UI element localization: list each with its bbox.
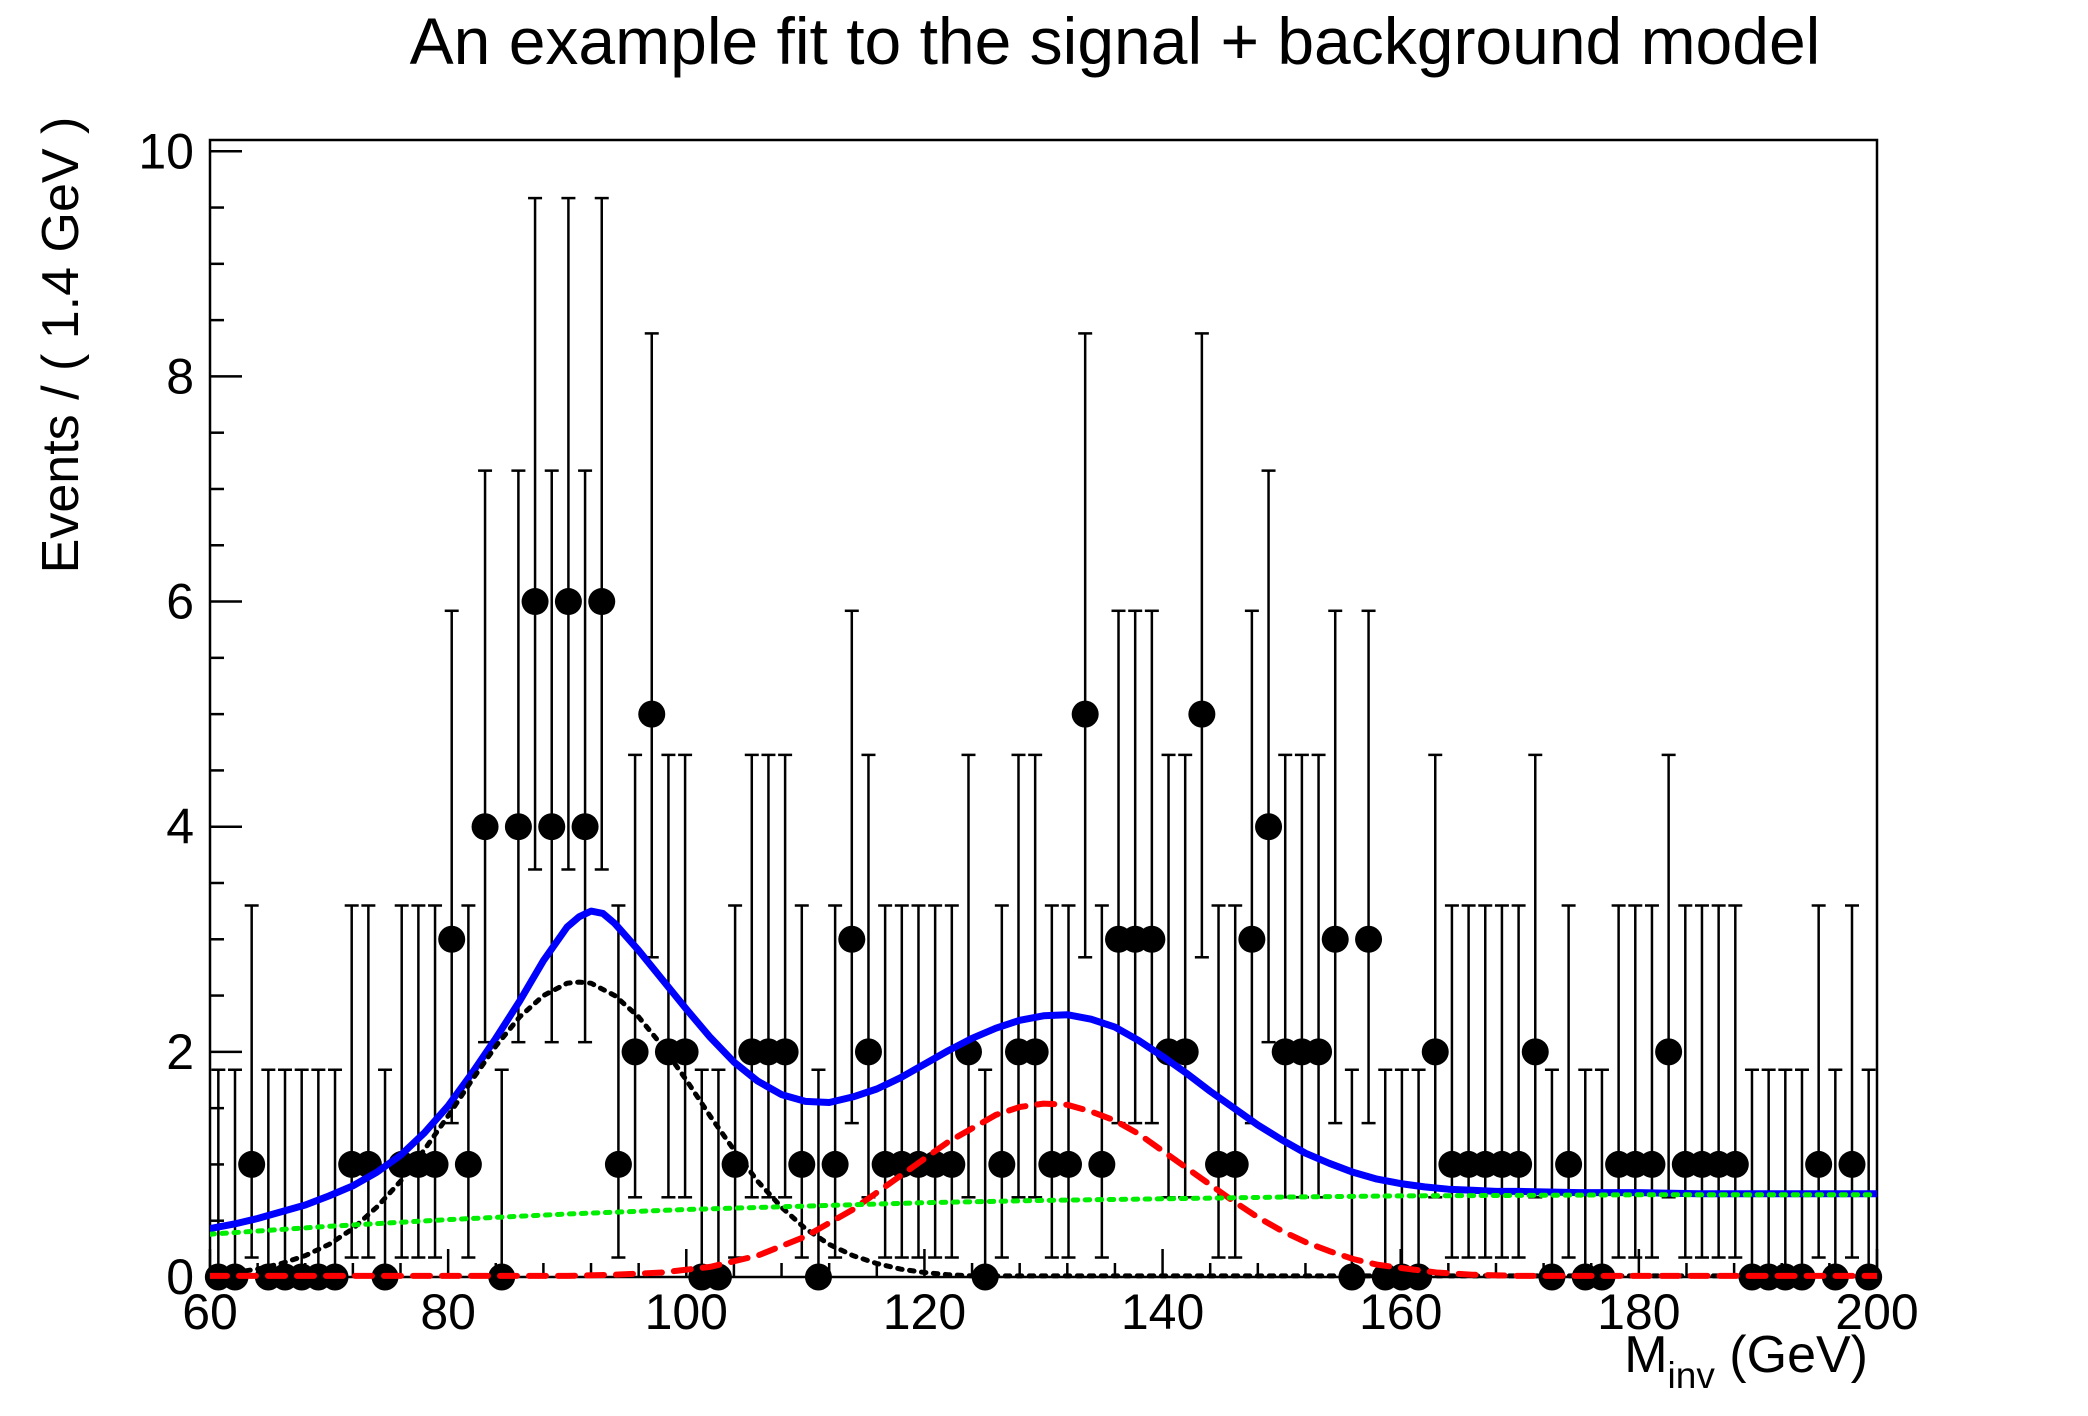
data-point: [704, 1263, 732, 1291]
axis-tick-labels: 60 80 100 120 140 160 180 200 0 2 4 6 8 10: [138, 123, 1918, 1340]
y-tick-label: 0: [166, 1249, 194, 1305]
data-point: [988, 1150, 1016, 1178]
data-point: [1421, 1038, 1449, 1066]
data-point: [471, 813, 499, 841]
x-tick-label: 120: [883, 1284, 966, 1340]
data-point: [1838, 1150, 1866, 1178]
data-point: [571, 813, 599, 841]
data-point: [804, 1263, 832, 1291]
data-point: [671, 1038, 699, 1066]
data-point: [1505, 1150, 1533, 1178]
x-tick-label: 100: [645, 1284, 728, 1340]
data-point: [1321, 925, 1349, 953]
curve-background: [210, 1192, 1877, 1237]
curve-total-model: [210, 907, 1877, 1233]
data-point: [1305, 1038, 1333, 1066]
y-axis-title: Events / ( 1.4 GeV ): [32, 117, 90, 574]
curve-signal-component-2: [210, 1100, 1877, 1279]
data-point: [1221, 1150, 1249, 1178]
data-point: [1055, 1150, 1083, 1178]
data-point: [521, 588, 549, 616]
curve-signal-component-1: [210, 979, 1877, 1279]
data-point: [1138, 925, 1166, 953]
x-tick-label: 180: [1597, 1284, 1680, 1340]
model-curves: [210, 907, 1877, 1279]
data-point: [621, 1038, 649, 1066]
data-point: [1255, 813, 1283, 841]
data-point: [588, 588, 616, 616]
y-tick-label: 6: [166, 574, 194, 630]
data-point: [838, 925, 866, 953]
data-point: [554, 588, 582, 616]
data-point: [854, 1038, 882, 1066]
data-point: [1171, 1038, 1199, 1066]
x-tick-label: 60: [182, 1284, 238, 1340]
data-point: [504, 813, 532, 841]
data-point: [1805, 1150, 1833, 1178]
data-point: [638, 700, 666, 728]
data-point: [721, 1150, 749, 1178]
data-point: [1188, 700, 1216, 728]
data-point: [1655, 1038, 1683, 1066]
x-tick-label: 160: [1359, 1284, 1442, 1340]
y-tick-label: 8: [166, 348, 194, 404]
y-tick-label: 10: [138, 123, 194, 179]
data-point: [221, 1263, 249, 1291]
x-axis-title: Minv (GeV): [1624, 1326, 1868, 1396]
data-point: [788, 1150, 816, 1178]
data-point: [1555, 1150, 1583, 1178]
data-point: [771, 1038, 799, 1066]
x-tick-label: 80: [420, 1284, 476, 1340]
y-tick-label: 2: [166, 1024, 194, 1080]
data-point: [1521, 1038, 1549, 1066]
data-point: [1088, 1150, 1116, 1178]
data-point: [238, 1150, 266, 1178]
data-points: [204, 588, 1883, 1291]
data-point: [538, 813, 566, 841]
x-tick-label: 200: [1835, 1284, 1918, 1340]
x-tick-label: 140: [1121, 1284, 1204, 1340]
data-point: [1638, 1150, 1666, 1178]
data-point: [821, 1150, 849, 1178]
plot-title: An example fit to the signal + backgroun…: [410, 4, 1821, 78]
error-bars: [210, 196, 1877, 1279]
data-point: [1071, 700, 1099, 728]
data-point: [1238, 925, 1266, 953]
data-point: [1721, 1150, 1749, 1178]
data-point: [1355, 925, 1383, 953]
data-point: [454, 1150, 482, 1178]
data-point: [421, 1150, 449, 1178]
data-point: [1021, 1038, 1049, 1066]
y-tick-label: 4: [166, 799, 194, 855]
data-point: [938, 1150, 966, 1178]
data-point: [438, 925, 466, 953]
data-point: [604, 1150, 632, 1178]
axis-ticks: [208, 150, 1879, 1279]
